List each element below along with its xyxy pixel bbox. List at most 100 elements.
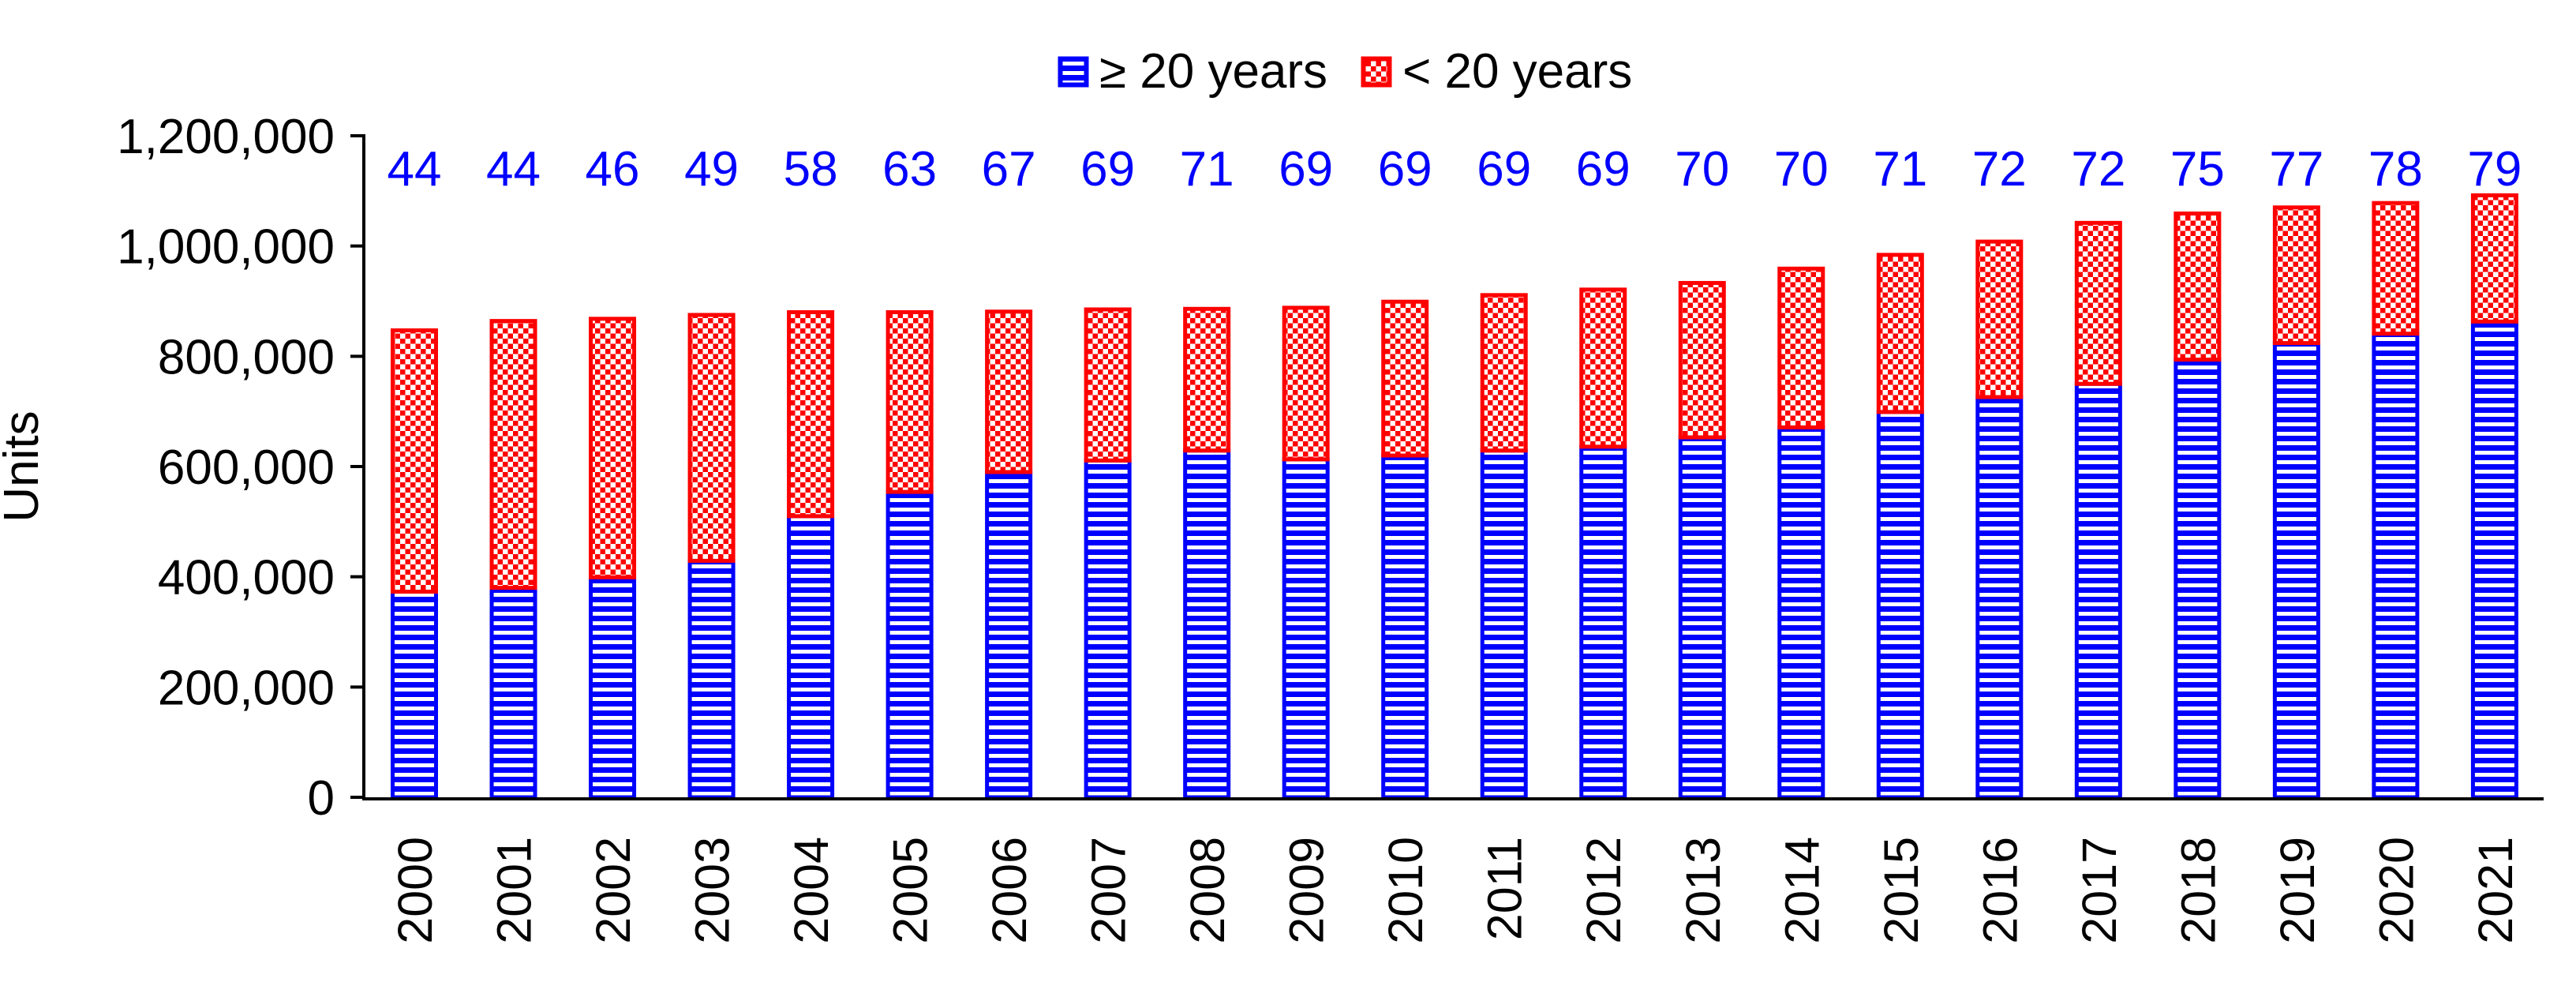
bar-segment-ge20-2019	[2272, 341, 2320, 800]
bar-percent-label-2020: 78	[2368, 142, 2423, 197]
y-axis-tick-label: 800,000	[158, 330, 335, 384]
bar-segment-lt20-2012	[1579, 287, 1627, 449]
y-axis-title: Units	[0, 410, 49, 522]
x-axis-tick-label-2003: 2003	[686, 837, 739, 944]
bar-percent-label-2016: 72	[1972, 142, 2027, 197]
bar-segment-ge20-2016	[1975, 395, 2024, 800]
chart-legend: ≥ 20 years < 20 years	[1058, 47, 1632, 96]
x-axis-tick-label-2010: 2010	[1379, 837, 1432, 944]
bar-percent-label-2019: 77	[2269, 142, 2323, 197]
bar-segment-lt20-2003	[687, 313, 736, 563]
bar-percent-label-2009: 69	[1279, 142, 1333, 197]
y-axis-tick-label: 1,000,000	[117, 220, 335, 275]
bar-segment-ge20-2004	[787, 514, 835, 800]
bar-segment-lt20-2004	[787, 309, 835, 519]
x-axis-tick-label-2000: 2000	[388, 837, 442, 944]
bar-segment-ge20-2005	[886, 489, 934, 800]
bar-segment-ge20-2010	[1381, 453, 1429, 800]
bar-segment-lt20-2006	[985, 309, 1033, 474]
bar-segment-ge20-2012	[1579, 444, 1627, 800]
bar-percent-label-2014: 70	[1774, 142, 1829, 197]
x-axis-tick-label-2004: 2004	[784, 837, 838, 944]
bar-segment-lt20-2016	[1975, 239, 2024, 399]
bar-segment-ge20-2017	[2074, 381, 2122, 800]
bar-segment-ge20-2003	[687, 558, 736, 800]
bar-percent-label-2018: 75	[2170, 142, 2225, 197]
x-axis-tick-label-2011: 2011	[1478, 837, 1532, 940]
bar-segment-lt20-2017	[2074, 220, 2122, 386]
bar-percent-label-2017: 72	[2071, 142, 2125, 197]
bar-percent-label-2021: 79	[2467, 142, 2522, 197]
bar-segment-lt20-2005	[886, 309, 934, 494]
bar-segment-lt20-2001	[489, 319, 537, 590]
bar-segment-lt20-2021	[2470, 193, 2518, 324]
x-axis-tick-label-2014: 2014	[1775, 837, 1829, 944]
bar-segment-ge20-2018	[2174, 358, 2222, 800]
bar-segment-ge20-2013	[1678, 435, 1726, 800]
legend-item-ge-20-years: ≥ 20 years	[1058, 47, 1327, 96]
bar-segment-ge20-2001	[489, 586, 537, 800]
bar-percent-label-2012: 69	[1576, 142, 1631, 197]
bar-segment-lt20-2010	[1381, 299, 1429, 458]
red-dots-swatch-icon	[1361, 56, 1392, 88]
bar-segment-lt20-2009	[1282, 305, 1330, 462]
y-axis-tick-label: 400,000	[158, 551, 335, 605]
bar-segment-lt20-2011	[1480, 293, 1528, 453]
bar-percent-label-2000: 44	[388, 142, 442, 197]
y-axis-tick-label: 600,000	[158, 440, 335, 495]
bar-percent-label-2002: 46	[586, 142, 640, 197]
x-axis-tick-label-2020: 2020	[2369, 837, 2423, 944]
x-axis-tick-label-2008: 2008	[1181, 837, 1234, 944]
bar-segment-lt20-2007	[1084, 307, 1132, 463]
bar-segment-lt20-2018	[2174, 211, 2222, 362]
x-axis-tick-label-2019: 2019	[2271, 837, 2324, 944]
x-axis-tick-label-2005: 2005	[884, 837, 938, 944]
bar-percent-label-2006: 67	[982, 142, 1036, 197]
bar-segment-lt20-2002	[589, 317, 637, 579]
x-axis-tick-label-2021: 2021	[2469, 837, 2522, 944]
x-axis-tick-label-2016: 2016	[1973, 837, 2027, 944]
bar-percent-label-2001: 44	[486, 142, 541, 197]
bar-segment-lt20-2019	[2272, 205, 2320, 346]
x-axis-tick-label-2009: 2009	[1280, 837, 1334, 944]
bar-segment-ge20-2006	[985, 470, 1033, 800]
bar-segment-ge20-2007	[1084, 458, 1132, 800]
bar-segment-lt20-2000	[391, 328, 438, 594]
x-axis-tick-label-2018: 2018	[2171, 837, 2225, 944]
bar-segment-lt20-2020	[2372, 201, 2420, 336]
bar-segment-ge20-2009	[1282, 457, 1330, 800]
bar-percent-label-2004: 58	[784, 142, 838, 197]
x-axis-tick-label-2007: 2007	[1082, 837, 1136, 944]
x-axis-tick-label-2006: 2006	[983, 837, 1036, 944]
bar-segment-lt20-2013	[1678, 280, 1726, 440]
bar-percent-label-2003: 49	[684, 142, 739, 197]
bar-segment-lt20-2014	[1777, 266, 1825, 429]
legend-label-ge-20-years: ≥ 20 years	[1099, 44, 1328, 99]
x-axis-tick-label-2001: 2001	[488, 837, 541, 944]
bar-percent-label-2011: 69	[1477, 142, 1531, 197]
bar-segment-ge20-2000	[391, 590, 438, 800]
y-axis-tick-label: 0	[308, 771, 335, 826]
y-axis-tick-label: 200,000	[158, 661, 335, 715]
legend-label-lt-20-years: < 20 years	[1402, 44, 1633, 99]
bar-percent-label-2010: 69	[1378, 142, 1432, 197]
x-axis-tick-label-2017: 2017	[2072, 837, 2126, 944]
x-axis-tick-label-2013: 2013	[1676, 837, 1730, 944]
bar-percent-label-2015: 71	[1873, 142, 1927, 197]
bar-percent-label-2007: 69	[1080, 142, 1135, 197]
bar-segment-ge20-2014	[1777, 425, 1825, 800]
y-axis-tick-label: 1,200,000	[117, 110, 335, 164]
bar-segment-lt20-2015	[1876, 253, 1924, 414]
legend-item-lt-20-years: < 20 years	[1361, 47, 1632, 96]
bar-segment-ge20-2020	[2372, 332, 2420, 800]
bar-percent-label-2005: 63	[882, 142, 937, 197]
bar-segment-ge20-2002	[589, 575, 637, 800]
bar-percent-label-2008: 71	[1180, 142, 1234, 197]
bar-percent-label-2013: 70	[1675, 142, 1729, 197]
blue-stripes-swatch-icon	[1058, 56, 1089, 88]
bar-segment-ge20-2021	[2470, 319, 2518, 800]
x-axis-tick-label-2012: 2012	[1577, 837, 1631, 944]
bar-segment-ge20-2008	[1183, 448, 1231, 800]
x-axis-tick-label-2002: 2002	[586, 837, 640, 944]
